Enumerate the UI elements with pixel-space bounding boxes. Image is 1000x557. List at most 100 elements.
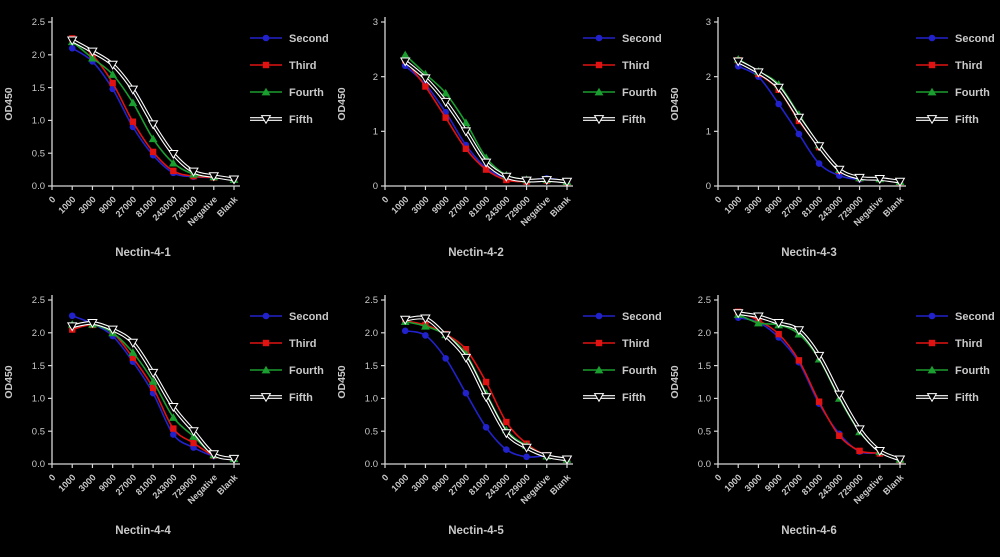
y-tick-label: 1.5	[32, 83, 45, 94]
marker-third	[462, 346, 470, 353]
legend-label: Fourth	[289, 365, 324, 377]
series-fourth	[400, 317, 572, 463]
legend-marker-fifth	[260, 115, 272, 125]
y-tick-label: 0.0	[32, 181, 45, 192]
chart-title: Nectin-4-1	[115, 247, 171, 259]
y-tick-label: 0	[373, 181, 378, 192]
y-tick-label: 1	[706, 127, 711, 138]
y-tick-label: 1.5	[32, 361, 45, 372]
x-axis: 01000300090002700081000243000729000Negat…	[380, 186, 573, 228]
chart-title: Nectin-4-5	[448, 525, 504, 537]
y-tick-label: 2.0	[32, 50, 45, 61]
marker-fifth	[894, 455, 906, 465]
x-axis: 01000300090002700081000243000729000Negat…	[47, 464, 240, 506]
x-tick-label: 3000	[77, 194, 98, 215]
y-tick-label: 1.0	[32, 116, 45, 127]
marker-fourth	[461, 118, 471, 126]
legend-label: Third	[955, 60, 983, 72]
y-axis-label: OD450	[3, 87, 15, 120]
x-tick-label: Blank	[548, 194, 573, 219]
x-tick-label: Blank	[548, 472, 573, 497]
x-tick-label: 1000	[389, 194, 410, 215]
series-line-fourth	[737, 313, 901, 461]
legend-marker-fourth	[594, 87, 604, 96]
axes	[384, 295, 573, 465]
marker-second	[442, 355, 449, 362]
marker-fifth	[66, 36, 78, 46]
legend-item-third: Third	[916, 338, 983, 350]
y-axis-label: OD450	[336, 365, 348, 398]
x-tick-label: 27000	[447, 194, 472, 219]
marker-fifth	[127, 338, 139, 348]
y-axis: 0 1 2 3	[706, 17, 718, 192]
axes	[384, 17, 573, 187]
x-tick-label: 27000	[447, 472, 472, 497]
legend-label: Second	[955, 311, 995, 323]
legend-marker-second	[262, 34, 270, 42]
legend-label: Fifth	[622, 114, 646, 126]
y-axis: 0.0 0.5 1.0 1.5 2.0 2.5	[365, 295, 385, 470]
chart-title: Nectin-4-6	[781, 525, 837, 537]
marker-fourth	[400, 50, 410, 59]
marker-fifth	[501, 172, 512, 182]
y-tick-label: 2.5	[698, 295, 711, 306]
y-tick-label: 0.5	[32, 148, 45, 159]
y-axis-label: OD450	[669, 87, 681, 120]
marker-third	[442, 114, 449, 121]
y-tick-label: 0.5	[698, 426, 711, 437]
marker-fifth	[834, 390, 845, 400]
legend-label: Second	[622, 33, 662, 45]
legend-label: Fourth	[622, 87, 657, 99]
marker-second	[422, 332, 429, 339]
legend-marker-fourth	[261, 87, 271, 96]
y-tick-label: 0.0	[698, 459, 711, 470]
marker-second	[68, 44, 76, 52]
legend-marker-second	[595, 312, 603, 320]
chart-nectin-4-1: 0.0 0.5 1.0 1.5 2.0 2.5 OD450 01000300090002700…	[3, 17, 329, 259]
marker-fourth	[168, 158, 178, 167]
legend: Second Third Fourth Fifth	[583, 33, 662, 126]
marker-fourth	[441, 88, 451, 97]
marker-fifth	[208, 450, 220, 460]
legend-item-second: Second	[583, 33, 662, 45]
marker-fifth	[480, 393, 492, 403]
marker-fifth	[894, 177, 906, 187]
marker-third	[149, 148, 157, 156]
x-axis: 01000300090002700081000243000729000Negat…	[47, 186, 240, 228]
legend-item-fourth: Fourth	[916, 87, 990, 99]
marker-fifth	[147, 368, 159, 379]
marker-fourth	[128, 348, 138, 356]
legend-label: Second	[289, 311, 329, 323]
y-tick-label: 1.0	[32, 394, 45, 405]
legend-item-fifth: Fifth	[916, 392, 979, 404]
axes	[51, 17, 240, 187]
marker-second	[170, 431, 177, 438]
marker-third	[129, 118, 137, 125]
marker-fifth	[773, 319, 784, 329]
legend-label: Fifth	[955, 392, 979, 404]
marker-third	[482, 166, 490, 173]
legend-item-third: Third	[916, 60, 983, 72]
marker-third	[170, 425, 177, 432]
marker-fifth	[480, 158, 492, 168]
marker-second	[503, 446, 510, 453]
y-tick-label: 2.5	[32, 17, 45, 28]
y-tick-label: 1.0	[365, 394, 378, 405]
legend-item-fifth: Fifth	[916, 114, 979, 126]
y-tick-label: 3	[706, 17, 711, 28]
marker-fourth	[108, 70, 118, 78]
x-tick-label: Blank	[881, 472, 906, 497]
legend-label: Second	[622, 311, 662, 323]
marker-fifth	[460, 353, 472, 363]
x-tick-label: Blank	[881, 194, 906, 219]
legend-label: Third	[622, 60, 650, 72]
legend-marker-fifth	[593, 393, 605, 403]
series-second	[68, 44, 238, 183]
x-axis: 01000300090002700081000243000729000Negat…	[380, 464, 573, 506]
x-tick-label: 1000	[56, 472, 77, 493]
legend-label: Fourth	[622, 365, 657, 377]
legend-marker-fifth	[926, 115, 938, 125]
legend-marker-second	[928, 34, 936, 42]
legend-label: Third	[955, 338, 983, 350]
legend: Second Third Fourth Fifth	[250, 33, 329, 126]
